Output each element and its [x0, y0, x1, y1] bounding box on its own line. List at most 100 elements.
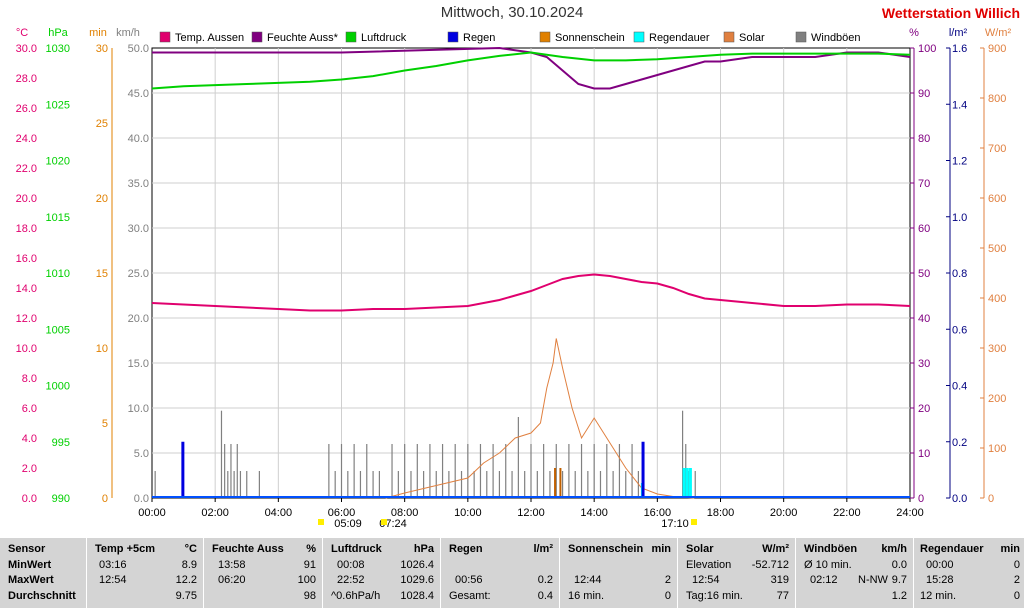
stats-pressure-min-time: 00:08 — [337, 559, 365, 571]
rain-axis-unit: l/m² — [949, 27, 968, 39]
stats-humidity-max-time: 06:20 — [218, 574, 246, 586]
legend-label: Feuchte Auss* — [267, 32, 339, 44]
stats-pressure-avg: 1028.4 — [400, 590, 434, 602]
sun-marker — [318, 519, 324, 525]
humidity-axis-tick: 10 — [918, 448, 930, 460]
solar-axis-tick: 200 — [988, 393, 1006, 405]
stats-temp-min-time: 03:16 — [99, 559, 127, 571]
wind-axis-tick: 30.0 — [128, 223, 149, 235]
solar-axis-tick: 600 — [988, 193, 1006, 205]
wind-axis-tick: 40.0 — [128, 133, 149, 145]
temp-axis-tick: 8.0 — [22, 373, 37, 385]
temp-axis-tick: 0.0 — [22, 493, 37, 505]
temp-axis-tick: 2.0 — [22, 463, 37, 475]
humidity-axis-tick: 60 — [918, 223, 930, 235]
minutes-axis-tick: 5 — [102, 418, 108, 430]
minutes-axis-tick: 15 — [96, 268, 108, 280]
temp-axis-tick: 30.0 — [16, 43, 37, 55]
pressure-axis-tick: 1010 — [46, 268, 70, 280]
stats-sunshine-max-time: 12:44 — [574, 574, 602, 586]
stats-raindur-min-val: 0 — [1013, 559, 1020, 571]
minutes-axis-tick: 0 — [102, 493, 108, 505]
temp-axis-tick: 26.0 — [16, 103, 37, 115]
sunset-label: 17:10 — [661, 518, 689, 530]
wind-axis-tick: 25.0 — [128, 268, 149, 280]
rain-axis-tick: 0.4 — [952, 381, 967, 393]
stats-rain-total-label: Gesamt: — [449, 590, 491, 602]
rain-bar — [181, 441, 185, 498]
stats-wind-avg10-label: Ø 10 min. — [804, 559, 852, 571]
solar-axis-tick: 0 — [988, 493, 994, 505]
stats-wind-avg: 1.2 — [891, 590, 907, 602]
humidity-axis-tick: 20 — [918, 403, 930, 415]
stats-pressure-max-time: 22:52 — [337, 574, 365, 586]
legend-swatch — [795, 31, 807, 43]
temp-axis-tick: 14.0 — [16, 283, 37, 295]
humidity-axis-tick: 30 — [918, 358, 930, 370]
stats-raindur-max-val: 2 — [1013, 574, 1020, 586]
raindur-bar — [682, 468, 686, 498]
sun-marker — [381, 519, 387, 525]
stats-humidity-title: Feuchte Auss — [212, 543, 284, 555]
stats-wind-unit: km/h — [881, 543, 907, 555]
solar-axis-tick: 900 — [988, 43, 1006, 55]
stats-rain-max-time: 00:56 — [455, 574, 483, 586]
stats-temp-title: Temp +5cm — [95, 543, 156, 555]
stats-sunshine-title: Sonnenschein — [568, 543, 644, 555]
minutes-axis-tick: 20 — [96, 193, 108, 205]
stats-raindur-total-val: 0 — [1013, 590, 1020, 602]
x-tick-label: 08:00 — [391, 507, 419, 519]
solar-line — [385, 338, 695, 499]
stats-solar-max-val: 319 — [770, 574, 789, 586]
stats-temp-avg: 9.75 — [175, 590, 197, 602]
stats-solar-max-time: 12:54 — [692, 574, 720, 586]
stats-max-label: MaxWert — [8, 574, 54, 586]
solar-axis-tick: 300 — [988, 343, 1006, 355]
humidity-axis-tick: 90 — [918, 88, 930, 100]
humidity-axis-tick: 50 — [918, 268, 930, 280]
rain-axis-tick: 0.8 — [952, 268, 967, 280]
solar-axis-tick: 700 — [988, 143, 1006, 155]
legend-swatch — [539, 31, 551, 43]
stats-avg-label: Durchschnitt — [8, 590, 76, 602]
stats-humidity: Feuchte Auss% 13:58 91 06:20 100 98 — [204, 538, 322, 608]
temp-line — [151, 273, 911, 312]
sunshine-bar — [554, 468, 557, 498]
stats-sunshine-total-val: 0 — [664, 590, 671, 602]
pressure-axis-tick: 995 — [52, 437, 70, 449]
chart-title: Mittwoch, 30.10.2024 — [440, 4, 584, 21]
stats-wind-max-dir: N-NW — [858, 574, 888, 586]
stats-min-label: MinWert — [8, 559, 52, 571]
sun-marker — [691, 519, 697, 525]
legend-swatch — [159, 31, 171, 43]
stats-sensor-label: Sensor — [8, 543, 46, 555]
legend-swatch — [345, 31, 357, 43]
sunrise-civil-label: 05:09 — [334, 518, 362, 530]
stats-sunshine-max-val: 2 — [664, 574, 671, 586]
pressure-axis-tick: 1030 — [46, 43, 70, 55]
solar-axis-tick: 400 — [988, 293, 1006, 305]
x-tick-label: 10:00 — [454, 507, 482, 519]
stats-rain: Regen l/m² 00:56 0.2 Gesamt: 0.4 — [441, 538, 559, 608]
stats-solar: Solar W/m² Elevation -52.712 12:54 319 Tag:… — [678, 538, 795, 608]
stats-humidity-unit: % — [306, 543, 316, 555]
stats-raindur-max-time: 15:28 — [926, 574, 954, 586]
wind-axis-unit: km/h — [116, 27, 140, 39]
rain-axis-tick: 1.4 — [952, 99, 967, 111]
humidity-axis-tick: 40 — [918, 313, 930, 325]
stats-temp-max-val: 12.2 — [175, 574, 197, 586]
legend-swatch — [251, 31, 263, 43]
legend-swatch — [633, 31, 645, 43]
solar-axis-unit: W/m² — [985, 27, 1012, 39]
wind-axis-tick: 50.0 — [128, 43, 149, 55]
pressure-line — [151, 51, 911, 90]
wind-axis-tick: 35.0 — [128, 178, 149, 190]
x-tick-label: 18:00 — [707, 507, 735, 519]
stats-sunshine: Sonnenschein min 12:44 2 16 min. 0 — [560, 538, 677, 608]
stats-humidity-min-val: 91 — [303, 559, 316, 571]
station-name: Wetterstation Willich — [881, 5, 1020, 21]
x-tick-label: 04:00 — [265, 507, 293, 519]
stats-humidity-min-time: 13:58 — [218, 559, 246, 571]
humidity-axis-tick: 70 — [918, 178, 930, 190]
stats-rain-unit: l/m² — [533, 543, 553, 555]
